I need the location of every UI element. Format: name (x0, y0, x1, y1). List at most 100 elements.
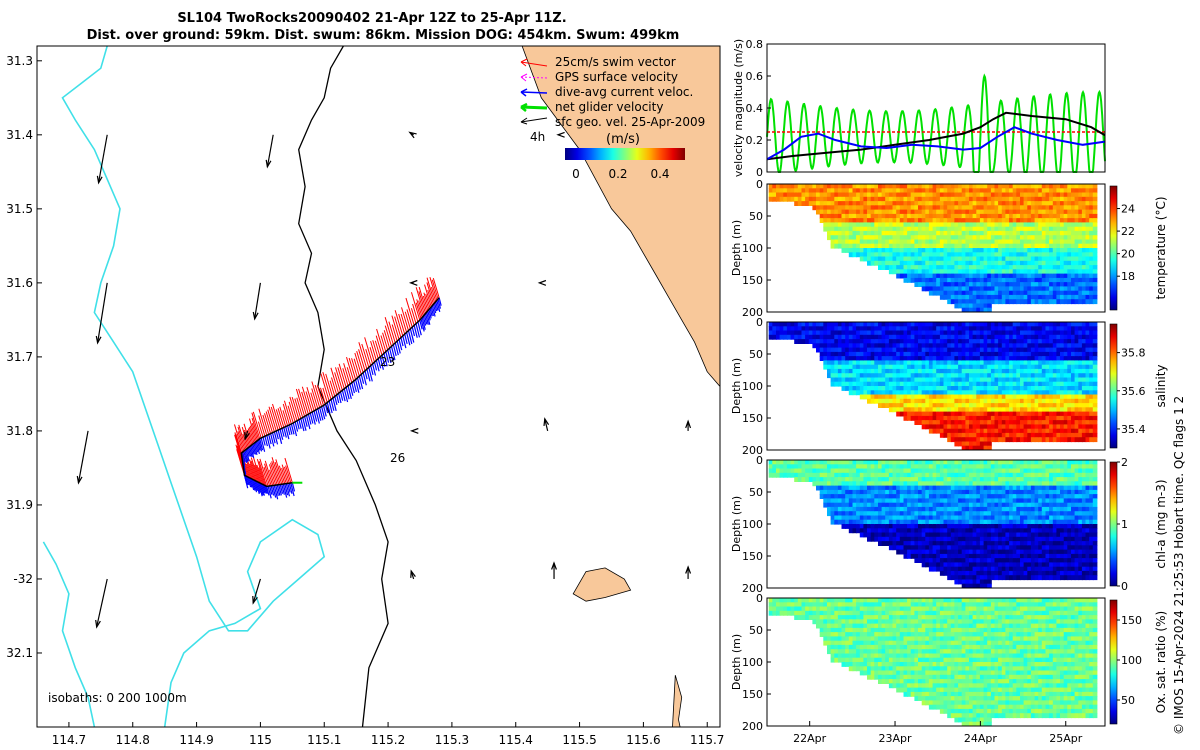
section-cell (918, 356, 923, 361)
section-cell (881, 481, 887, 487)
section-cell (961, 196, 967, 202)
section-cell (983, 386, 989, 391)
section-cell (801, 468, 807, 474)
section-cell (1005, 343, 1010, 349)
section-cell (867, 209, 872, 215)
swim-vector (329, 380, 336, 397)
section-cell (1078, 205, 1083, 211)
section-cell (881, 364, 887, 370)
section-cell (1067, 415, 1072, 421)
section-cell (958, 201, 963, 206)
section-cell (943, 188, 949, 194)
section-cell (921, 260, 927, 266)
section-cell (979, 269, 985, 275)
section-cell (892, 360, 898, 366)
section-cell (965, 377, 970, 383)
section-cell (1089, 248, 1094, 253)
sfc-geo-arrowhead (685, 419, 692, 429)
section-cell (885, 364, 890, 370)
section-cell (947, 235, 952, 241)
section-cell (1034, 290, 1040, 296)
section-cell (874, 528, 879, 534)
x-tick-label: 114.7 (52, 733, 86, 747)
section-cell (899, 481, 905, 487)
section-cell (848, 339, 854, 344)
section-cell (918, 528, 923, 534)
section-cell (918, 326, 923, 332)
section-cell (1052, 437, 1058, 443)
section-cell (888, 398, 894, 404)
section-cell (1071, 277, 1076, 283)
section-cell (830, 377, 836, 383)
section-cell (918, 511, 923, 517)
section-cell (972, 188, 978, 194)
section-cell (1063, 424, 1069, 430)
section-cell (794, 192, 799, 198)
isobath-1000m-west (42, 541, 96, 727)
section-cell (950, 282, 956, 287)
section-cell (1009, 265, 1014, 270)
sfc-geo-arrowhead (244, 431, 250, 441)
section-cell (808, 322, 814, 327)
section-cell (823, 209, 828, 215)
section-cell (1009, 192, 1014, 198)
section-cell (896, 524, 901, 529)
section-cell (896, 184, 901, 189)
section-cell (983, 330, 989, 336)
section-cell (914, 230, 919, 236)
section-cell (1023, 252, 1029, 258)
dive-avg-vector (252, 443, 257, 455)
section-cell (1020, 420, 1025, 425)
section-cell (1001, 386, 1007, 391)
section-cell (1030, 420, 1036, 425)
section-cell (969, 343, 974, 349)
section-cell (892, 343, 898, 349)
section-cell (950, 347, 956, 353)
section-cell (969, 322, 974, 327)
section-cell (1009, 282, 1014, 287)
section-cell (892, 347, 898, 353)
section-cell (1038, 235, 1043, 241)
section-cell (950, 411, 956, 417)
section-cell (885, 472, 890, 478)
section-cell (1001, 390, 1007, 396)
section-cell (768, 472, 774, 478)
swim-vector (250, 460, 258, 482)
section-cell (969, 373, 974, 379)
section-cell (1074, 330, 1080, 336)
section-cell (1023, 201, 1029, 206)
section-cell (1063, 230, 1069, 236)
section-cell (867, 243, 872, 249)
section-cell (918, 205, 923, 211)
section-cell (859, 386, 865, 391)
section-cell (925, 403, 930, 408)
section-cell (888, 498, 894, 504)
section-cell (881, 460, 887, 465)
section-cell (954, 303, 959, 309)
dive-avg-vector (247, 447, 252, 457)
section-cell (965, 420, 970, 425)
section-cell (1023, 192, 1029, 198)
section-cell (874, 343, 879, 349)
section-cell (987, 407, 992, 413)
section-cell (870, 464, 876, 470)
section-cell (859, 235, 865, 241)
section-cell (834, 377, 839, 383)
section-cell (1081, 360, 1087, 366)
section-cell (1012, 277, 1018, 283)
section-cell (950, 260, 956, 266)
section-cell (965, 235, 970, 241)
section-cell (921, 282, 927, 287)
section-cell (947, 192, 952, 198)
section-cell (863, 343, 868, 349)
dive-avg-vector (355, 379, 360, 393)
section-cell (852, 230, 858, 236)
section-cell (1063, 248, 1069, 253)
section-cell (848, 243, 854, 249)
section-cell (830, 356, 836, 361)
section-cell (1041, 373, 1047, 379)
dive-avg-vector (276, 484, 281, 496)
section-cell (910, 472, 916, 478)
section-cell (987, 432, 992, 438)
section-cell (779, 184, 785, 189)
